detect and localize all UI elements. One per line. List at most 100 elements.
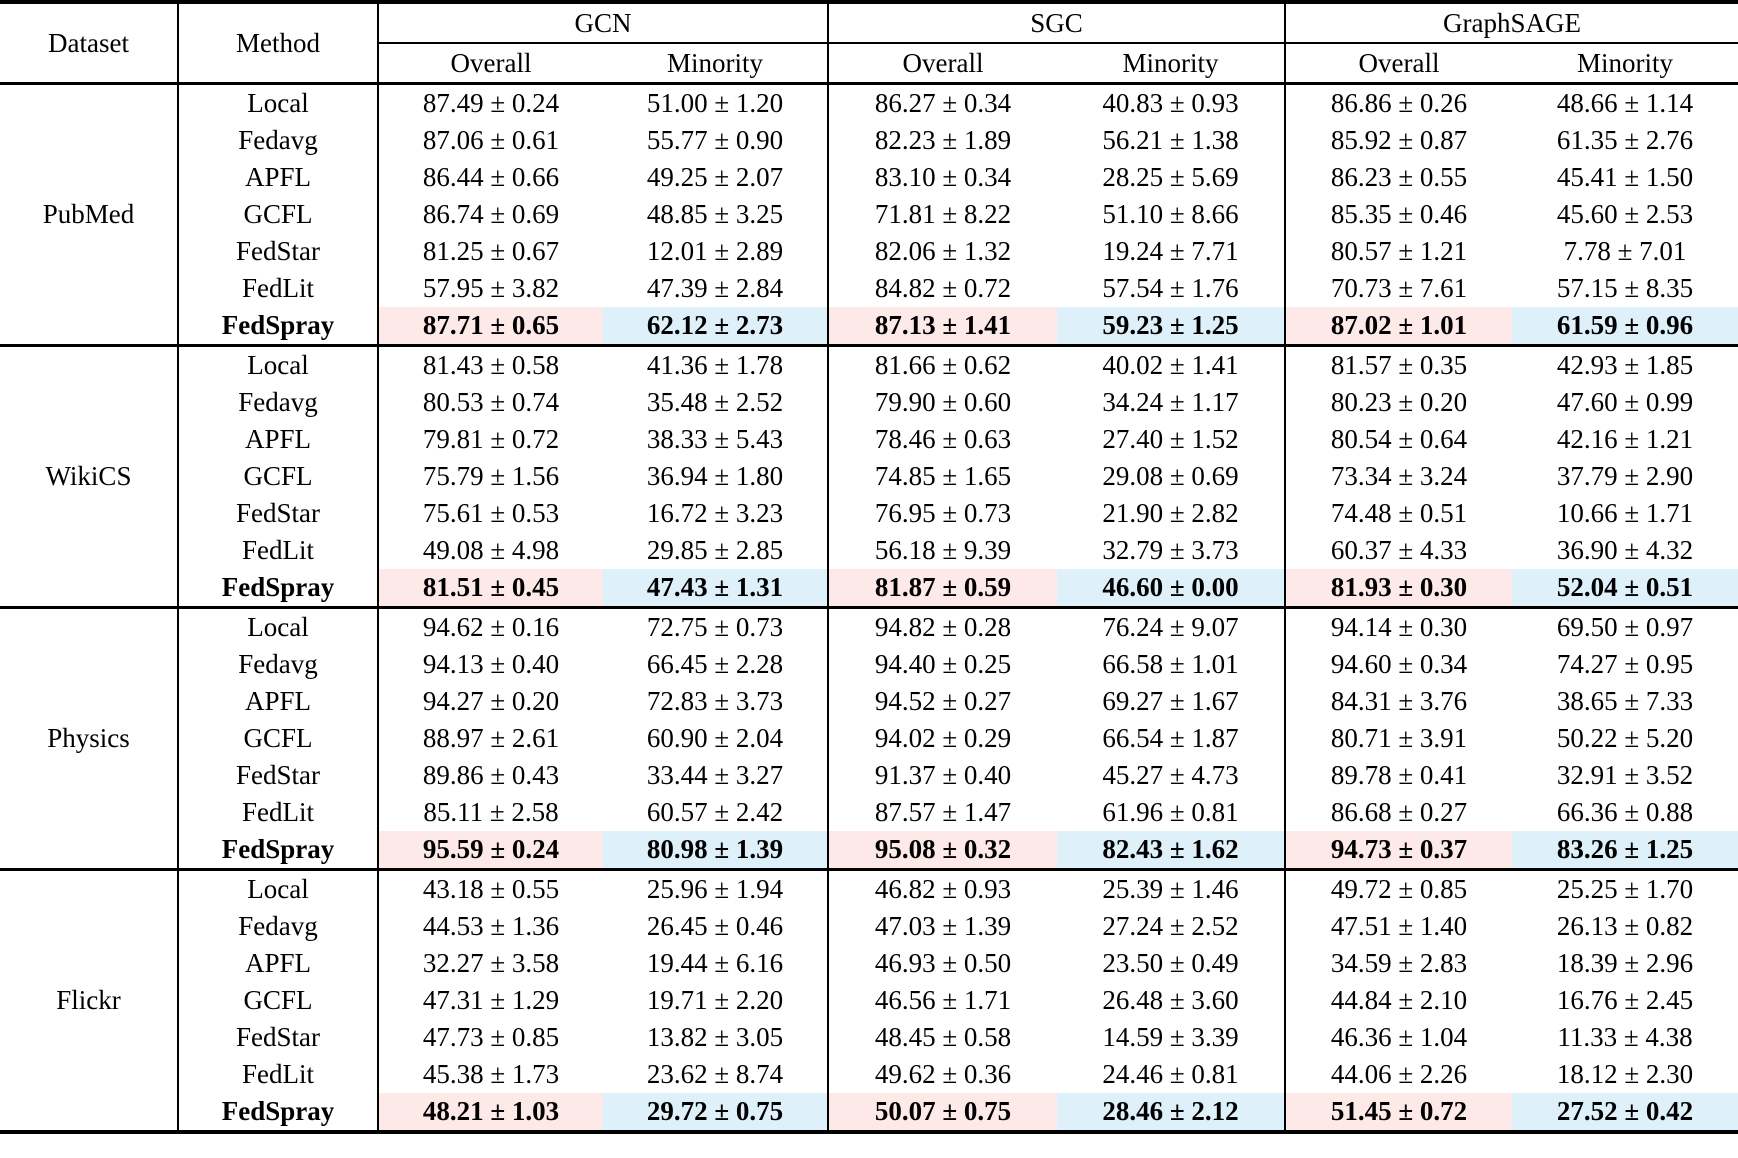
table-row: APFL 32.27 ± 3.58 19.44 ± 6.16 46.93 ± 0.50…	[0, 945, 1738, 982]
method-label: FedLit	[177, 532, 378, 569]
value-cell: 36.94 ± 1.80	[646, 461, 784, 491]
value-cell: 87.71 ± 0.65	[377, 307, 603, 346]
value-cell: 66.58 ± 1.01	[1102, 649, 1239, 679]
method-label: Local	[177, 82, 378, 122]
value-cell: 66.54 ± 1.87	[1102, 723, 1239, 753]
value-cell: 94.60 ± 0.34	[1284, 646, 1513, 683]
value-cell: 57.54 ± 1.76	[1102, 273, 1239, 303]
value-cell: 46.60 ± 0.00	[1057, 569, 1286, 608]
table-row: GCFL 75.79 ± 1.56 36.94 ± 1.80 74.85 ± 1.65…	[0, 458, 1738, 495]
method-label: APFL	[177, 683, 378, 720]
value-cell: 45.60 ± 2.53	[1556, 199, 1694, 229]
header-gcn-minority: Minority	[603, 42, 829, 85]
value-cell: 91.37 ± 0.40	[827, 757, 1058, 794]
method-label: FedSpray	[177, 569, 378, 608]
header-group-gcn: GCN	[376, 2, 829, 43]
method-label: APFL	[177, 421, 378, 458]
value-cell: 47.73 ± 0.85	[377, 1019, 603, 1056]
value-cell: 29.85 ± 2.85	[646, 535, 784, 565]
method-label: FedStar	[177, 495, 378, 532]
method-label: GCFL	[177, 196, 378, 233]
value-cell: 49.25 ± 2.07	[646, 162, 784, 192]
value-cell: 42.16 ± 1.21	[1556, 424, 1694, 454]
value-cell: 94.52 ± 0.27	[827, 683, 1058, 720]
table-row: FedLit 85.11 ± 2.58 60.57 ± 2.42 87.57 ± 1.…	[0, 794, 1738, 831]
value-cell: 36.90 ± 4.32	[1556, 535, 1694, 565]
value-cell: 81.57 ± 0.35	[1284, 344, 1513, 384]
value-cell: 48.66 ± 1.14	[1512, 82, 1738, 122]
value-cell: 79.81 ± 0.72	[377, 421, 603, 458]
table-row: APFL 94.27 ± 0.20 72.83 ± 3.73 94.52 ± 0.27…	[0, 683, 1738, 720]
value-cell: 21.90 ± 2.82	[1102, 498, 1239, 528]
value-cell: 66.36 ± 0.88	[1556, 797, 1694, 827]
value-cell: 47.60 ± 0.99	[1556, 387, 1694, 417]
value-cell: 80.71 ± 3.91	[1284, 720, 1513, 757]
value-cell: 33.44 ± 3.27	[646, 760, 784, 790]
value-cell: 26.13 ± 0.82	[1556, 911, 1694, 941]
value-cell: 55.77 ± 0.90	[646, 125, 784, 155]
value-cell: 82.06 ± 1.32	[827, 233, 1058, 270]
value-cell: 27.40 ± 1.52	[1102, 424, 1239, 454]
table-row: GCFL 47.31 ± 1.29 19.71 ± 2.20 46.56 ± 1.71…	[0, 982, 1738, 1019]
value-cell: 60.90 ± 2.04	[646, 723, 784, 753]
value-cell: 32.79 ± 3.73	[1102, 535, 1239, 565]
value-cell: 60.57 ± 2.42	[646, 797, 784, 827]
value-cell: 14.59 ± 3.39	[1102, 1022, 1239, 1052]
value-cell: 86.86 ± 0.26	[1284, 82, 1513, 122]
value-cell: 56.21 ± 1.38	[1102, 125, 1239, 155]
value-cell: 41.36 ± 1.78	[603, 344, 829, 384]
method-label: GCFL	[177, 458, 378, 495]
value-cell: 49.08 ± 4.98	[377, 532, 603, 569]
value-cell: 76.95 ± 0.73	[827, 495, 1058, 532]
method-label: APFL	[177, 159, 378, 196]
value-cell: 81.66 ± 0.62	[827, 344, 1058, 384]
value-cell: 86.74 ± 0.69	[377, 196, 603, 233]
value-cell: 80.57 ± 1.21	[1284, 233, 1513, 270]
value-cell: 85.35 ± 0.46	[1284, 196, 1513, 233]
table-row: FedStar 75.61 ± 0.53 16.72 ± 3.23 76.95 ± 0…	[0, 495, 1738, 532]
value-cell: 87.49 ± 0.24	[377, 82, 603, 122]
value-cell: 19.71 ± 2.20	[646, 985, 784, 1015]
value-cell: 23.62 ± 8.74	[646, 1059, 784, 1089]
value-cell: 50.07 ± 0.75	[827, 1093, 1058, 1132]
table-row: APFL 86.44 ± 0.66 49.25 ± 2.07 83.10 ± 0.34…	[0, 159, 1738, 196]
value-cell: 61.96 ± 0.81	[1102, 797, 1239, 827]
value-cell: 19.24 ± 7.71	[1102, 236, 1239, 266]
table-row: GCFL 86.74 ± 0.69 48.85 ± 3.25 71.81 ± 8.22…	[0, 196, 1738, 233]
value-cell: 57.15 ± 8.35	[1556, 273, 1694, 303]
method-label: FedSpray	[177, 307, 378, 346]
value-cell: 66.45 ± 2.28	[646, 649, 784, 679]
value-cell: 12.01 ± 2.89	[646, 236, 784, 266]
value-cell: 73.34 ± 3.24	[1284, 458, 1513, 495]
value-cell: 25.25 ± 1.70	[1512, 868, 1738, 908]
table-row: GCFL 88.97 ± 2.61 60.90 ± 2.04 94.02 ± 0.29…	[0, 720, 1738, 757]
value-cell: 38.65 ± 7.33	[1556, 686, 1694, 716]
value-cell: 28.25 ± 5.69	[1102, 162, 1239, 192]
value-cell: 80.23 ± 0.20	[1284, 384, 1513, 421]
value-cell: 94.13 ± 0.40	[377, 646, 603, 683]
value-cell: 88.97 ± 2.61	[377, 720, 603, 757]
value-cell: 82.43 ± 1.62	[1057, 831, 1286, 870]
value-cell: 57.95 ± 3.82	[377, 270, 603, 307]
value-cell: 47.39 ± 2.84	[646, 273, 784, 303]
value-cell: 52.04 ± 0.51	[1512, 569, 1738, 608]
value-cell: 60.37 ± 4.33	[1284, 532, 1513, 569]
header-group-sgc: SGC	[827, 2, 1286, 43]
value-cell: 40.83 ± 0.93	[1057, 82, 1286, 122]
value-cell: 7.78 ± 7.01	[1563, 236, 1687, 266]
table-row: WikiCS Local 81.43 ± 0.58 41.36 ± 1.78 81.66…	[0, 344, 1738, 608]
value-cell: 47.03 ± 1.39	[827, 908, 1058, 945]
value-cell: 29.08 ± 0.69	[1102, 461, 1239, 491]
value-cell: 26.48 ± 3.60	[1102, 985, 1239, 1015]
value-cell: 85.11 ± 2.58	[377, 794, 603, 831]
value-cell: 35.48 ± 2.52	[646, 387, 784, 417]
method-label: Local	[177, 606, 378, 646]
method-label: FedStar	[177, 757, 378, 794]
table-row: Fedavg 87.06 ± 0.61 55.77 ± 0.90 82.23 ± 1.…	[0, 122, 1738, 159]
value-cell: 51.00 ± 1.20	[603, 82, 829, 122]
value-cell: 45.41 ± 1.50	[1556, 162, 1694, 192]
value-cell: 37.79 ± 2.90	[1556, 461, 1694, 491]
value-cell: 75.79 ± 1.56	[377, 458, 603, 495]
value-cell: 32.91 ± 3.52	[1556, 760, 1694, 790]
value-cell: 87.02 ± 1.01	[1284, 307, 1513, 346]
